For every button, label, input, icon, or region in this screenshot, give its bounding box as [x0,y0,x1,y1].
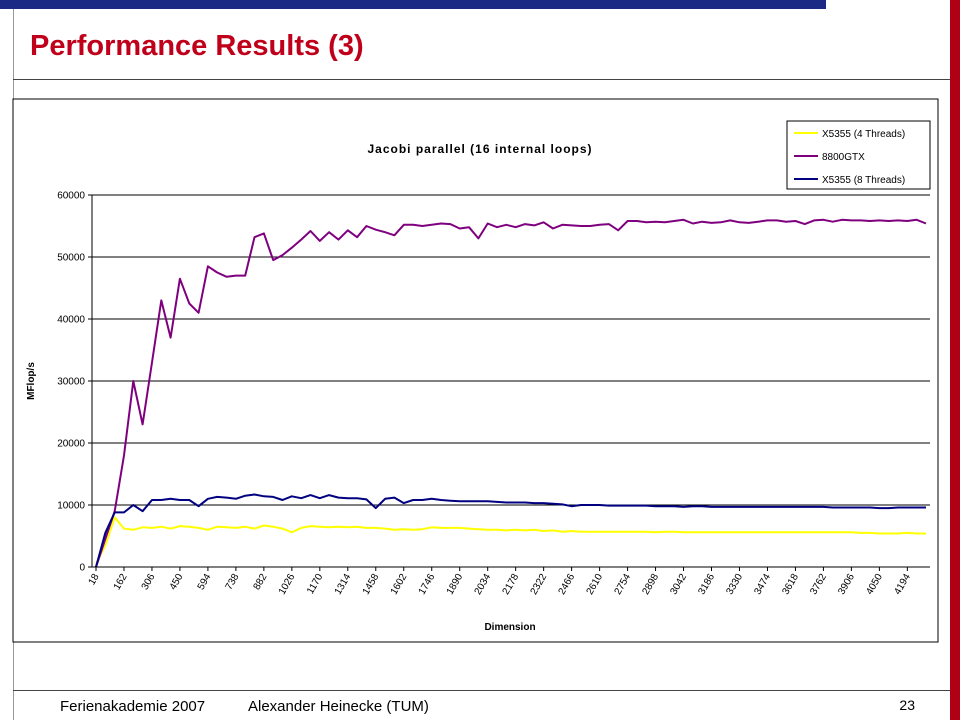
y-tick-label: 30000 [57,377,85,388]
legend-label: X5355 (4 Threads) [822,129,905,140]
series-line-1 [95,218,927,568]
y-tick-label: 40000 [57,315,85,326]
right-accent-bar [950,0,960,720]
legend-label: 8800GTX [822,152,865,163]
y-axis-ticks: 0 10000 20000 30000 40000 50000 60000 [57,191,92,574]
y-tick-label: 20000 [57,439,85,450]
title-divider [13,79,950,80]
y-tick-label: 0 [79,563,85,574]
footer-divider [13,690,950,691]
series-line-0 [95,516,926,565]
legend-label: X5355 (8 Threads) [822,175,905,186]
footer-author: Alexander Heinecke (TUM) [248,698,429,715]
chart-title: Jacobi parallel (16 internal loops) [367,142,592,156]
series-lines [95,218,927,568]
legend: X5355 (4 Threads) 8800GTX X5355 (8 Threads… [786,120,931,190]
series-line-2 [95,493,926,568]
top-accent-bar [0,0,826,9]
y-tick-label: 60000 [57,191,85,202]
x-tick-label: 18 [87,572,102,588]
slide-title: Performance Results (3) [30,30,364,62]
x-axis-label: Dimension [484,622,535,633]
footer-event: Ferienakademie 2007 [60,698,206,715]
page-number: 23 [899,697,915,713]
y-tick-label: 50000 [57,253,85,264]
y-tick-label: 10000 [57,501,85,512]
gridlines [92,194,930,506]
y-axis-label: MFlop/s [26,362,37,400]
